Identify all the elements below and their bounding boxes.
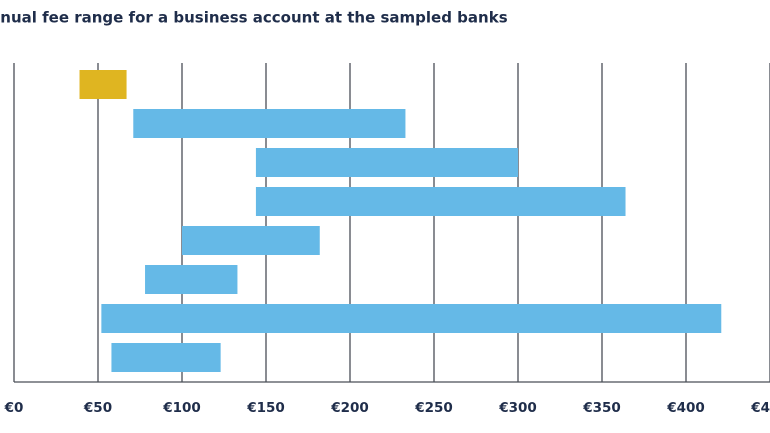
x-tick-label: €300 [498,400,537,416]
range-bar [145,265,238,294]
x-tick-label: €50 [83,400,112,416]
x-tick-label: €350 [582,400,621,416]
range-bar [255,187,626,216]
range-bar [133,109,406,138]
range-bar [79,70,127,99]
x-tick-label: €100 [162,400,201,416]
x-tick-label: €250 [414,400,453,416]
x-tick-label: €0 [4,400,24,416]
x-tick-label: €400 [666,400,705,416]
x-tick-label: €150 [246,400,285,416]
range-bar [182,226,320,255]
range-bar [111,343,221,372]
chart-title: Annual fee range for a business account … [0,9,508,27]
x-tick-label: €450 [750,400,770,416]
x-tick-label: €200 [330,400,369,416]
range-bar [255,148,519,177]
range-bar [101,304,722,333]
